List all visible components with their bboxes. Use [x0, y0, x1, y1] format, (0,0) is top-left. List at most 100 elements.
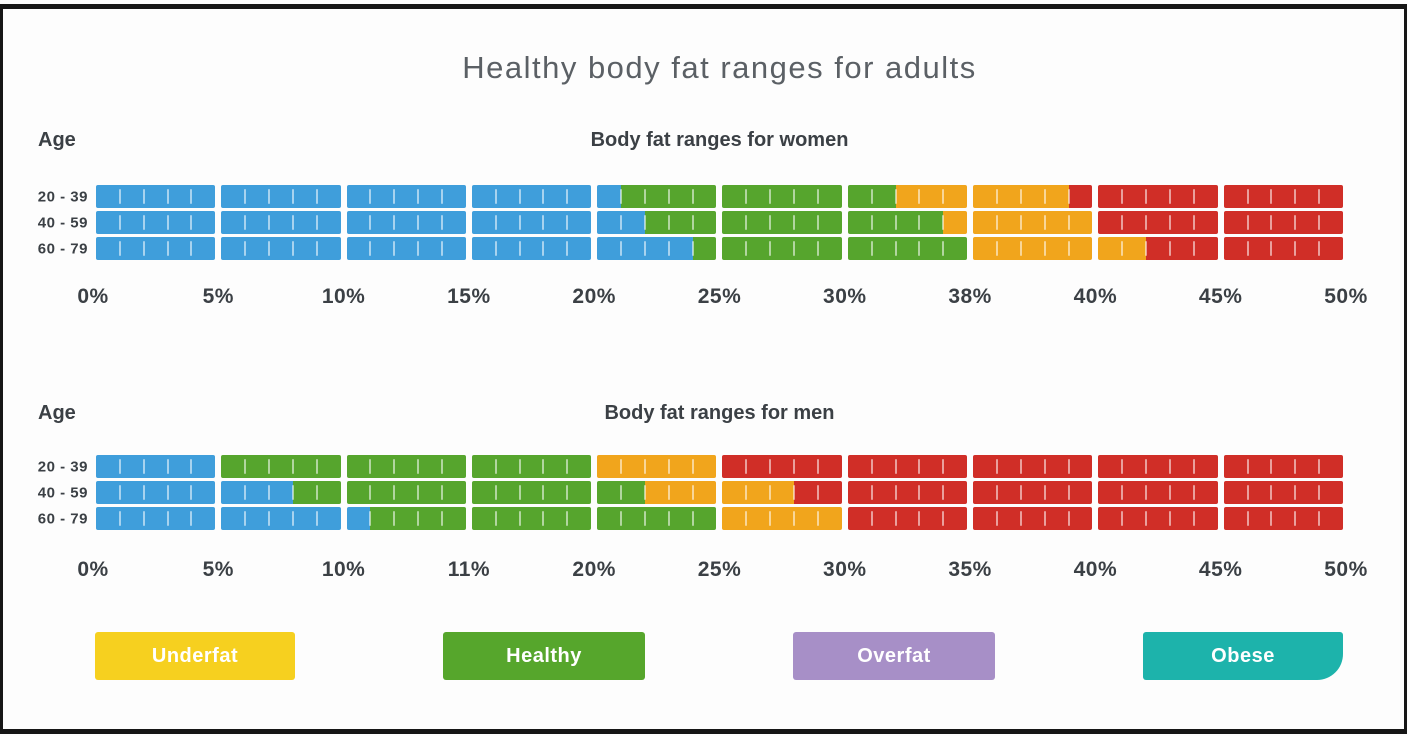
bar-cell [1270, 481, 1296, 504]
bar-cell [393, 455, 419, 478]
bar-block [1098, 185, 1218, 208]
bar-cell [471, 185, 496, 208]
bar-cell [1223, 455, 1248, 478]
bar-cell [315, 455, 341, 478]
bar-cell [1067, 481, 1093, 504]
bar-block [96, 481, 216, 504]
bar-block [471, 481, 592, 504]
bar-cell [190, 455, 216, 478]
x-tick-label: 11% [447, 558, 491, 581]
bar-cell [620, 481, 645, 504]
bar-cell [1145, 237, 1170, 260]
bar-cell [1067, 507, 1093, 530]
legend-overfat: Overfat [793, 632, 995, 680]
bar-cell [1168, 481, 1194, 504]
bar-block [1098, 211, 1218, 234]
age-axis-label: Age [38, 129, 76, 151]
bar-cell [542, 185, 568, 208]
bar-block [847, 481, 968, 504]
bar-block [597, 237, 717, 260]
bar-block [1223, 481, 1343, 504]
bar-cell [166, 211, 192, 234]
bar-block [722, 185, 842, 208]
bar-cell [393, 211, 419, 234]
bar-cell [417, 507, 443, 530]
bar-cell [722, 185, 747, 208]
bar-cell [870, 185, 896, 208]
bar-cell [942, 237, 968, 260]
bar-cell [244, 507, 270, 530]
bar-cell [745, 481, 771, 504]
bar-cell [1019, 507, 1045, 530]
bar-cell [494, 211, 520, 234]
bar-cell [1294, 237, 1320, 260]
bar-cell [1043, 455, 1069, 478]
bar-cell [393, 185, 419, 208]
bar-cell [441, 185, 466, 208]
bar-cell [1019, 481, 1045, 504]
bar-cell [1168, 211, 1194, 234]
bar-block [221, 237, 341, 260]
bar-cell [745, 237, 771, 260]
bar-cell [494, 237, 520, 260]
bar-block [1223, 455, 1343, 478]
bar-cell [494, 507, 520, 530]
bar-cell [471, 237, 496, 260]
bar-cell [315, 185, 341, 208]
bar-cell [566, 481, 592, 504]
bar-block [346, 211, 466, 234]
bar-cell [221, 211, 246, 234]
bar-cell [268, 481, 293, 504]
bar-cell [745, 507, 771, 530]
age-group-label: 40 - 59 [37, 484, 88, 501]
bar-block [597, 185, 717, 208]
bar-cell [643, 481, 669, 504]
bar-cell [1098, 507, 1123, 530]
x-tick-label: 30% [823, 285, 867, 308]
bar-cell [973, 507, 997, 530]
x-tick-label: 10% [321, 558, 366, 581]
bar-block [722, 211, 842, 234]
bar-cell [1270, 455, 1296, 478]
bar-cell [894, 481, 920, 504]
bar-block [346, 185, 466, 208]
bar-cell [1168, 455, 1194, 478]
bar-cell [190, 211, 216, 234]
bar-cell [745, 211, 771, 234]
bar-cell [118, 455, 144, 478]
x-tick-label: 38% [948, 285, 992, 308]
bar-block [973, 185, 1093, 208]
bar-cell [995, 455, 1021, 478]
bar-cell [620, 211, 645, 234]
x-tick-label: 0% [77, 558, 109, 581]
bar-cell [643, 237, 669, 260]
bar-cell [518, 481, 544, 504]
bar-cell [1067, 185, 1093, 208]
bar-cell [118, 507, 144, 530]
bar-cell [1121, 211, 1147, 234]
x-tick-label: 20% [572, 285, 616, 308]
bar-cell [1145, 211, 1170, 234]
bar-cell [918, 185, 944, 208]
bar-cell [393, 481, 419, 504]
men-x-axis: 0% 5% 10% 11% 20% 25% 30% 35% 40% 45% 50% [77, 558, 1367, 584]
bar-cell [973, 185, 997, 208]
bar-cell [1192, 237, 1218, 260]
bar-cell [769, 237, 795, 260]
bar-cell [346, 455, 371, 478]
bar-cell [667, 237, 693, 260]
bar-cell [722, 481, 747, 504]
bar-cell [221, 237, 246, 260]
bar-block [221, 455, 341, 478]
bar-cell [471, 211, 496, 234]
bar-cell [722, 237, 747, 260]
bar-cell [847, 481, 872, 504]
bar-cell [769, 185, 795, 208]
bar-cell [369, 211, 395, 234]
bar-cell [221, 507, 246, 530]
bar-row: 40 - 59 [38, 481, 1343, 504]
bar-cell [894, 185, 920, 208]
bar-cell [1145, 507, 1170, 530]
bar-cell [620, 237, 645, 260]
age-group-label: 20 - 39 [37, 188, 88, 205]
